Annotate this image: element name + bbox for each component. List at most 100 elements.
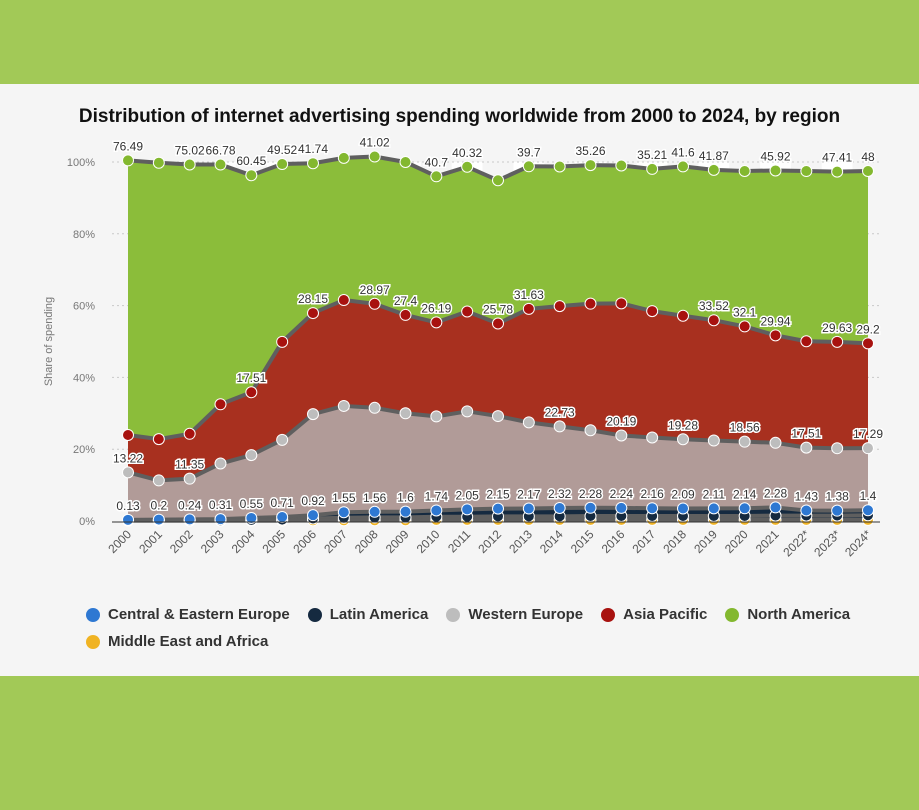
area-western-europe bbox=[128, 405, 868, 520]
legend-item[interactable]: Asia Pacific bbox=[601, 606, 707, 623]
data-point-western-europe bbox=[492, 410, 504, 423]
data-label: 2.28 bbox=[579, 487, 603, 501]
data-point-central-eastern-europe bbox=[461, 503, 474, 516]
data-point-central-eastern-europe bbox=[646, 502, 659, 515]
data-label: 2.11 bbox=[703, 487, 726, 501]
data-point-western-europe bbox=[553, 420, 566, 433]
data-point-asia-pacific bbox=[615, 297, 628, 310]
data-point-central-eastern-europe bbox=[707, 502, 720, 515]
data-point-asia-pacific bbox=[831, 335, 844, 348]
y-tick-label: 40% bbox=[73, 372, 95, 384]
data-point-central-eastern-europe bbox=[677, 502, 689, 515]
data-point-asia-pacific bbox=[492, 317, 504, 330]
data-point-asia-pacific bbox=[245, 386, 258, 399]
data-label: 2.16 bbox=[640, 487, 664, 501]
data-point-central-eastern-europe bbox=[122, 513, 134, 526]
x-tick-label: 2008 bbox=[352, 527, 381, 556]
data-point-asia-pacific bbox=[122, 429, 134, 442]
data-point-asia-pacific bbox=[862, 337, 874, 350]
data-point-north-america bbox=[307, 157, 319, 170]
data-label: 47.41 bbox=[822, 151, 852, 165]
data-label: 17.51 bbox=[791, 427, 821, 441]
y-tick-label: 100% bbox=[67, 157, 95, 169]
data-point-western-europe bbox=[430, 410, 443, 423]
x-tick-label: 2007 bbox=[321, 527, 350, 556]
data-point-central-eastern-europe bbox=[522, 502, 535, 515]
legend-label: Asia Pacific bbox=[623, 606, 708, 623]
legend-marker bbox=[86, 607, 100, 622]
data-point-north-america bbox=[738, 164, 751, 177]
data-label: 76.49 bbox=[113, 139, 143, 153]
data-point-western-europe bbox=[769, 436, 782, 449]
data-label: 41.6 bbox=[671, 145, 695, 159]
x-tick-label: 2019 bbox=[691, 527, 720, 556]
data-label: 75.02 bbox=[175, 143, 205, 157]
data-label: 25.78 bbox=[483, 303, 513, 317]
data-label: 41.74 bbox=[298, 142, 328, 156]
legend-item[interactable]: Western Europe bbox=[446, 606, 583, 623]
data-label: 35.21 bbox=[637, 148, 667, 162]
x-tick-label: 2005 bbox=[260, 527, 289, 556]
data-point-western-europe bbox=[183, 472, 196, 485]
data-point-north-america bbox=[461, 160, 474, 173]
legend-item[interactable]: North America bbox=[725, 606, 850, 623]
legend-item[interactable]: Latin America bbox=[307, 606, 428, 623]
data-label: 29.2 bbox=[856, 322, 880, 336]
area-north-america bbox=[128, 156, 868, 440]
data-point-north-america bbox=[183, 158, 196, 171]
data-label: 41.87 bbox=[699, 149, 729, 163]
data-label: 0.13 bbox=[116, 499, 140, 513]
data-label: 0.55 bbox=[240, 497, 264, 511]
data-point-north-america bbox=[831, 165, 844, 178]
y-tick-label: 80% bbox=[73, 229, 95, 241]
data-label: 2.09 bbox=[671, 487, 695, 501]
data-point-north-america bbox=[584, 159, 597, 172]
data-point-asia-pacific bbox=[152, 433, 165, 446]
data-point-western-europe bbox=[122, 466, 134, 479]
data-label: 32.1 bbox=[733, 305, 757, 319]
data-point-central-eastern-europe bbox=[862, 504, 874, 517]
data-point-north-america bbox=[122, 154, 134, 167]
data-point-central-eastern-europe bbox=[152, 513, 165, 526]
data-label: 60.45 bbox=[236, 154, 266, 168]
data-point-asia-pacific bbox=[584, 297, 597, 310]
x-tick-label: 2009 bbox=[383, 527, 412, 556]
legend-item[interactable]: Central & Eastern Europe bbox=[86, 606, 290, 623]
data-point-asia-pacific bbox=[368, 297, 381, 310]
data-point-western-europe bbox=[738, 435, 751, 448]
data-point-western-europe bbox=[707, 434, 720, 447]
data-point-asia-pacific bbox=[307, 307, 319, 320]
data-label: 26.19 bbox=[421, 301, 451, 315]
legend-marker bbox=[446, 607, 461, 622]
data-point-central-eastern-europe bbox=[769, 501, 782, 514]
data-point-north-america bbox=[430, 170, 443, 183]
data-label: 31.63 bbox=[514, 288, 544, 302]
y-tick-label: 20% bbox=[73, 444, 95, 456]
x-tick-label: 2014 bbox=[537, 527, 566, 556]
data-point-central-eastern-europe bbox=[584, 501, 597, 514]
data-label: 2.17 bbox=[517, 488, 541, 502]
data-label: 45.92 bbox=[760, 149, 790, 163]
data-point-western-europe bbox=[584, 424, 597, 437]
x-tick-label: 2023* bbox=[811, 527, 843, 559]
chart-legend: Central & Eastern Europe Latin America Wes… bbox=[86, 606, 886, 660]
data-point-north-america bbox=[769, 164, 782, 177]
data-label: 2.05 bbox=[455, 488, 479, 502]
data-point-western-europe bbox=[862, 442, 874, 455]
data-point-western-europe bbox=[646, 431, 659, 444]
data-label: 19.28 bbox=[668, 418, 698, 432]
data-point-asia-pacific bbox=[738, 320, 751, 333]
data-point-western-europe bbox=[831, 442, 844, 455]
data-point-asia-pacific bbox=[276, 335, 289, 348]
data-point-western-europe bbox=[615, 429, 628, 442]
data-label: 29.63 bbox=[822, 321, 852, 335]
x-tick-label: 2001 bbox=[136, 527, 165, 556]
x-tick-label: 2022* bbox=[780, 527, 812, 559]
data-label: 1.6 bbox=[397, 491, 414, 505]
data-label: 33.52 bbox=[699, 299, 729, 313]
data-label: 1.55 bbox=[332, 491, 356, 505]
data-label: 2.14 bbox=[733, 487, 757, 501]
legend-item[interactable]: Middle East and Africa bbox=[86, 633, 268, 650]
data-label: 41.02 bbox=[360, 136, 390, 150]
data-point-north-america bbox=[245, 169, 258, 182]
